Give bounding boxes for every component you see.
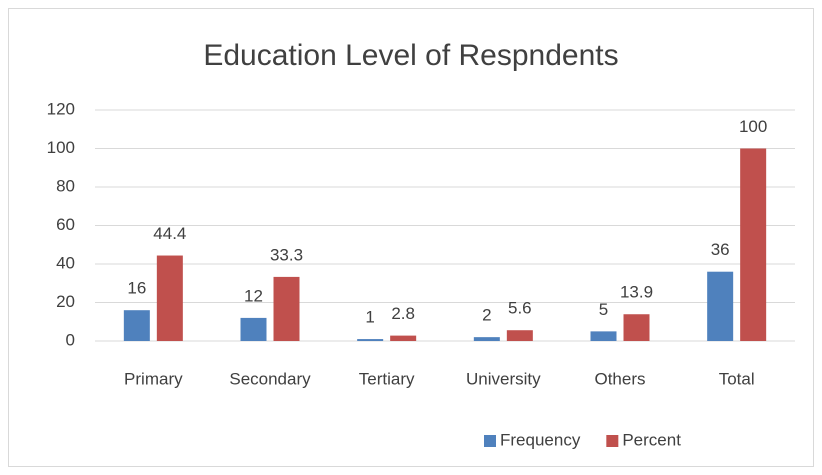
- legend-swatch: [606, 435, 619, 447]
- bar: [390, 335, 417, 341]
- legend-label: Frequency: [500, 430, 581, 449]
- x-tick-label: University: [466, 369, 541, 388]
- bar: [357, 339, 384, 341]
- data-label: 13.9: [620, 283, 653, 302]
- data-label: 44.4: [153, 224, 186, 243]
- x-tick-label: Tertiary: [359, 369, 415, 388]
- y-tick-label: 80: [56, 176, 75, 195]
- data-label: 36: [711, 240, 730, 259]
- legend-label: Percent: [622, 430, 681, 449]
- data-label: 2.8: [391, 304, 415, 323]
- y-tick-label: 120: [47, 99, 75, 118]
- bar: [740, 148, 767, 341]
- data-label: 100: [739, 117, 767, 136]
- data-label: 33.3: [270, 245, 303, 264]
- y-tick-label: 60: [56, 215, 75, 234]
- bar: [123, 310, 150, 341]
- x-tick-label: Primary: [124, 369, 183, 388]
- bar: [506, 330, 533, 341]
- data-label: 2: [482, 306, 491, 325]
- bar: [590, 331, 617, 341]
- bar: [707, 271, 734, 341]
- chart-border: [8, 8, 814, 467]
- y-tick-label: 40: [56, 253, 75, 272]
- bar: [623, 314, 650, 341]
- x-tick-label: Secondary: [229, 369, 311, 388]
- bar: [156, 255, 183, 341]
- y-tick-label: 20: [56, 292, 75, 311]
- chart-title: Education Level of Respndents: [203, 39, 618, 72]
- data-label: 5.6: [508, 299, 532, 318]
- x-tick-label: Total: [719, 369, 755, 388]
- data-label: 16: [127, 279, 146, 298]
- data-label: 5: [599, 300, 608, 319]
- legend-swatch: [484, 435, 496, 447]
- x-tick-label: Others: [594, 369, 645, 388]
- bar: [240, 317, 267, 341]
- y-tick-label: 100: [47, 138, 75, 157]
- data-label: 12: [244, 286, 263, 305]
- y-tick-label: 0: [66, 330, 75, 349]
- data-label: 1: [365, 308, 374, 327]
- bar: [473, 337, 500, 341]
- bar: [273, 276, 300, 341]
